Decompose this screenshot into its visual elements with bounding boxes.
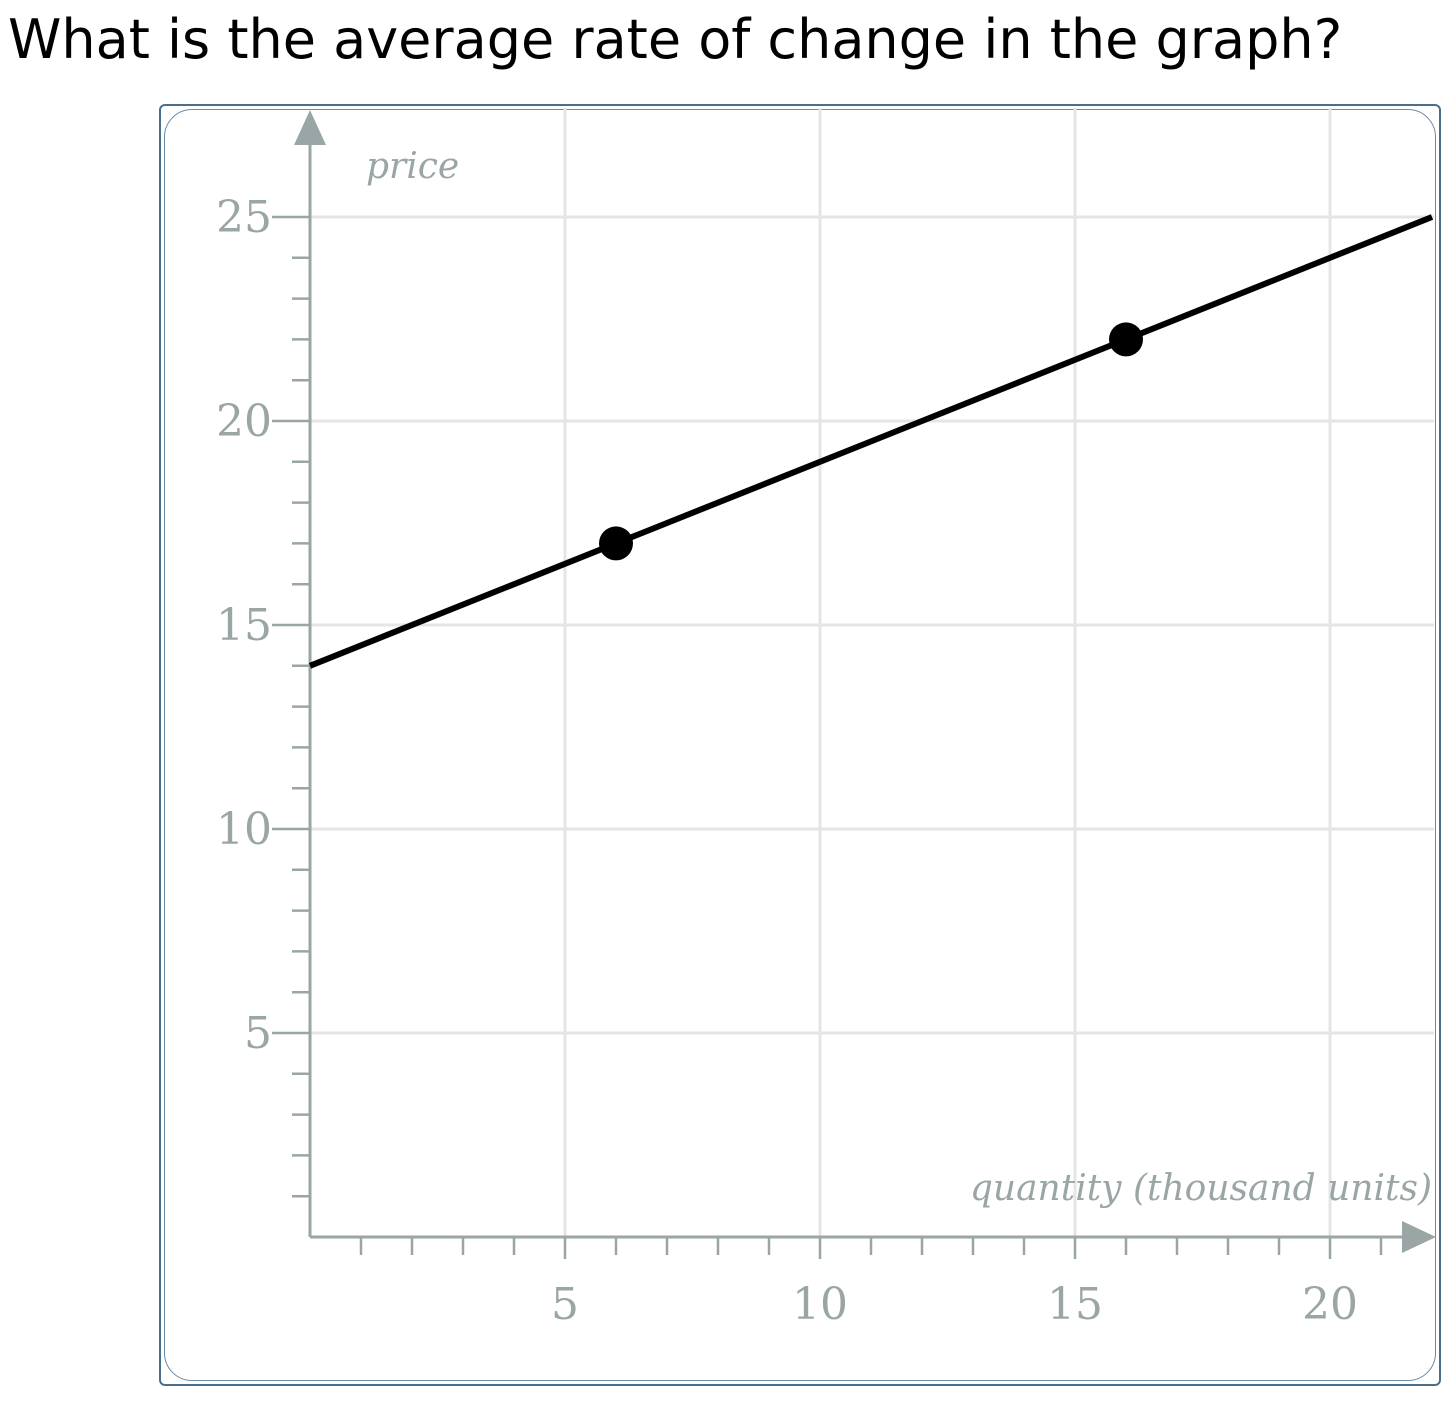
- y-tick-label: 20: [216, 396, 272, 447]
- x-tick-label: 15: [1047, 1279, 1103, 1330]
- y-tick-label: 5: [244, 1008, 272, 1059]
- x-axis-arrow: [1402, 1221, 1436, 1253]
- data-point: [1109, 322, 1143, 357]
- y-axis-title: price: [366, 146, 459, 187]
- x-tick-label: 20: [1302, 1279, 1358, 1330]
- y-tick-label: 10: [216, 804, 272, 855]
- chart-frame: [159, 104, 1441, 1386]
- question-text: What is the average rate of change in th…: [8, 8, 1343, 71]
- x-tick-label: 10: [792, 1279, 848, 1330]
- y-axis-arrow: [294, 110, 326, 145]
- chart-inner-border: [164, 109, 1436, 1381]
- y-tick-label: 25: [216, 192, 272, 243]
- x-tick-label: 5: [551, 1279, 579, 1330]
- y-tick-label: 15: [216, 600, 272, 651]
- data-point: [599, 526, 633, 561]
- series-line: [308, 214, 1434, 669]
- x-axis-title: quantity (thousand units): [970, 1168, 1432, 1209]
